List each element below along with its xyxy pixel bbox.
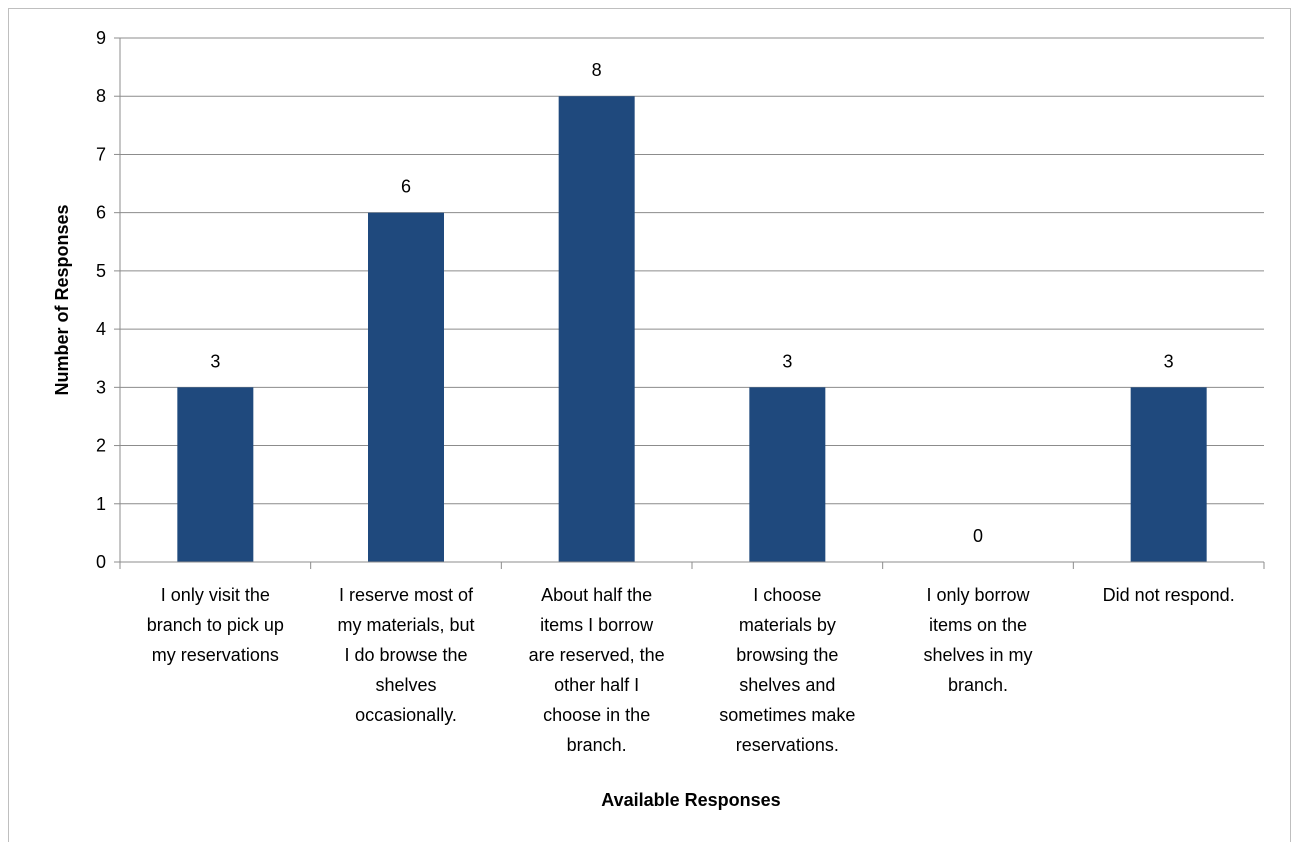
bars (177, 96, 1207, 562)
bar-2 (368, 212, 444, 562)
data-label-1: 3 (210, 351, 220, 371)
y-tick-label-1: 1 (96, 494, 106, 514)
data-label-5: 0 (973, 526, 983, 546)
bar-3 (558, 96, 635, 562)
y-tick-label-4: 4 (96, 319, 106, 339)
y-tick-label-0: 0 (96, 552, 106, 572)
data-label-2: 6 (401, 177, 411, 197)
category-label-6: Did not respond. (1103, 585, 1235, 605)
category-label-5: I only borrow items on the shelves in my br… (923, 585, 1032, 695)
y-tick-label-6: 6 (96, 203, 106, 223)
category-label-3: About half the items I borrow are reserved… (529, 585, 665, 755)
bar-6 (1130, 387, 1207, 562)
data-label-6: 3 (1164, 351, 1174, 371)
x-axis-title: Available Responses (601, 790, 780, 810)
data-label-4: 3 (782, 351, 792, 371)
axes (114, 37, 1265, 569)
chart-frame (8, 8, 1291, 842)
y-tick-label-9: 9 (96, 28, 106, 48)
y-tick-label-3: 3 (96, 377, 106, 397)
category-label-1: I only visit the branch to pick up my rese… (147, 585, 284, 665)
y-tick-label-5: 5 (96, 261, 106, 281)
gridlines (120, 37, 1264, 505)
y-tick-label-7: 7 (96, 144, 106, 164)
bar-4 (749, 387, 826, 562)
labels: 0 1 2 3 4 5 6 7 8 9 3 I only visit the branch to pic… (96, 28, 1235, 755)
y-tick-label-8: 8 (96, 86, 106, 106)
y-tick-label-2: 2 (96, 436, 106, 456)
data-label-3: 8 (592, 60, 602, 80)
category-label-2: I reserve most of my materials, but I do b… (337, 585, 474, 725)
bar-1 (177, 387, 254, 562)
category-label-4: I choose materials by browsing the shelves … (719, 585, 855, 755)
y-axis-title: Number of Responses (52, 204, 72, 395)
